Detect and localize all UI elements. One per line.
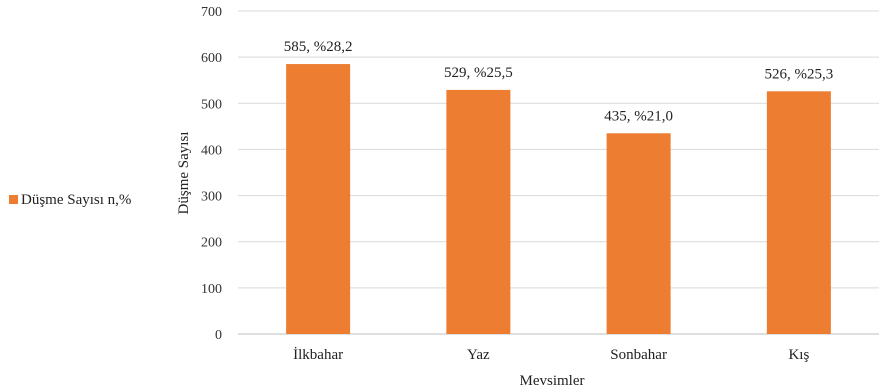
y-tick-label: 600 (201, 51, 222, 66)
bar (446, 89, 511, 334)
x-axis-title: Mevsimler (520, 373, 585, 389)
y-tick-label: 0 (215, 328, 222, 343)
bar (286, 64, 351, 335)
data-label: 585, %28,2 (284, 39, 353, 55)
bar (766, 91, 831, 334)
x-category-label: İlkbahar (293, 347, 343, 363)
x-axis-categories: İlkbahar Yaz Sonbahar Kış (293, 347, 809, 363)
y-tick-label: 300 (201, 190, 222, 205)
x-category-label: Kış (788, 347, 809, 363)
data-label: 526, %25,3 (765, 66, 834, 82)
legend: Düşme Sayısı n,% (9, 192, 131, 208)
y-axis-ticks: 0 100 200 300 400 500 600 700 (201, 5, 222, 343)
y-tick-label: 500 (201, 97, 222, 112)
data-label: 435, %21,0 (604, 108, 673, 124)
legend-label: Düşme Sayısı n,% (21, 192, 131, 208)
x-category-label: Yaz (467, 347, 490, 363)
y-tick-label: 100 (201, 282, 222, 297)
bars (286, 64, 831, 335)
data-label: 529, %25,5 (444, 65, 513, 81)
x-category-label: Sonbahar (610, 347, 667, 363)
data-labels: 585, %28,2 529, %25,5 435, %21,0 526, %25,3 (284, 39, 834, 124)
bar (606, 133, 671, 334)
legend-swatch (9, 195, 18, 204)
y-tick-label: 700 (201, 5, 222, 20)
y-tick-label: 200 (201, 236, 222, 251)
y-tick-label: 400 (201, 143, 222, 158)
y-axis-title: Düşme Sayısı (176, 132, 192, 215)
